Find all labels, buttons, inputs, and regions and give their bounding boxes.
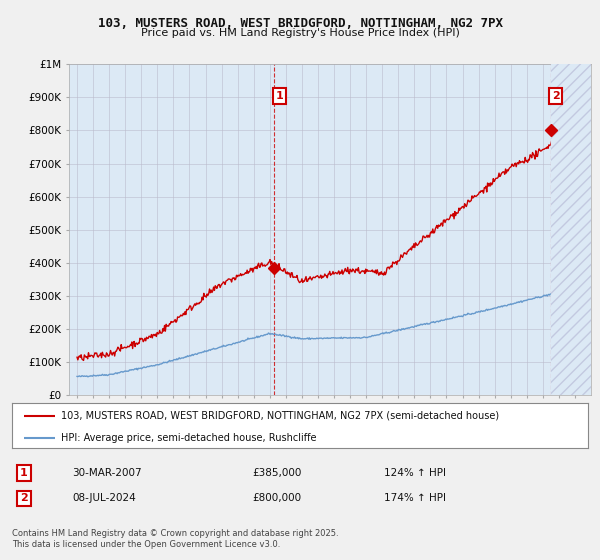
Text: HPI: Average price, semi-detached house, Rushcliffe: HPI: Average price, semi-detached house,… (61, 433, 316, 443)
Text: Contains HM Land Registry data © Crown copyright and database right 2025.
This d: Contains HM Land Registry data © Crown c… (12, 529, 338, 549)
Text: 1: 1 (20, 468, 28, 478)
Bar (551, 64, 591, 395)
Text: 30-MAR-2007: 30-MAR-2007 (72, 468, 142, 478)
Text: 124% ↑ HPI: 124% ↑ HPI (384, 468, 446, 478)
Text: 1: 1 (275, 91, 283, 101)
Text: Price paid vs. HM Land Registry's House Price Index (HPI): Price paid vs. HM Land Registry's House … (140, 28, 460, 38)
Text: 2: 2 (20, 493, 28, 503)
Bar (551, 64, 591, 395)
Text: 103, MUSTERS ROAD, WEST BRIDGFORD, NOTTINGHAM, NG2 7PX (semi-detached house): 103, MUSTERS ROAD, WEST BRIDGFORD, NOTTI… (61, 410, 499, 421)
Text: 174% ↑ HPI: 174% ↑ HPI (384, 493, 446, 503)
Text: £385,000: £385,000 (252, 468, 301, 478)
Text: 2: 2 (552, 91, 560, 101)
Text: 08-JUL-2024: 08-JUL-2024 (72, 493, 136, 503)
Text: 103, MUSTERS ROAD, WEST BRIDGFORD, NOTTINGHAM, NG2 7PX: 103, MUSTERS ROAD, WEST BRIDGFORD, NOTTI… (97, 17, 503, 30)
Text: £800,000: £800,000 (252, 493, 301, 503)
